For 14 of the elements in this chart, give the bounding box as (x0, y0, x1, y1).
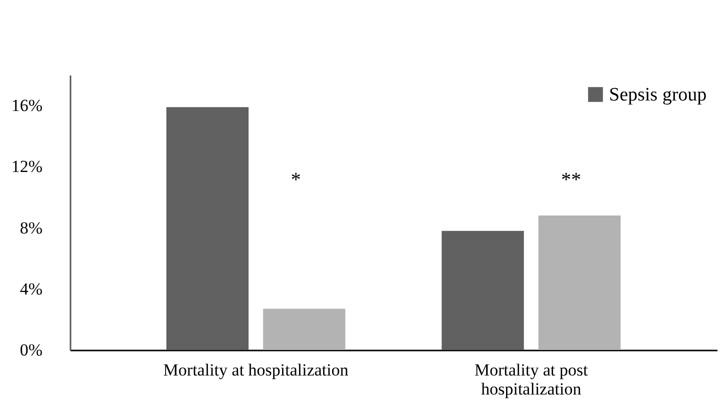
y-tick-label: 12% (11, 157, 42, 176)
y-tick-label: 4% (20, 279, 42, 298)
annotation: * (290, 169, 301, 191)
y-tick-label: 16% (11, 96, 42, 116)
y-tick-label: 8% (20, 218, 42, 238)
x-tick-label: Mortality at hospitalization (163, 360, 349, 380)
legend-label: Sepsis group (609, 84, 707, 106)
bar (263, 308, 346, 350)
bar (166, 107, 249, 350)
bar (442, 230, 524, 350)
x-tick-label: Mortality at post hospitalization (474, 360, 588, 398)
bar (538, 216, 621, 350)
y-tick-label: 0% (20, 340, 42, 360)
annotation: ** (561, 169, 582, 191)
